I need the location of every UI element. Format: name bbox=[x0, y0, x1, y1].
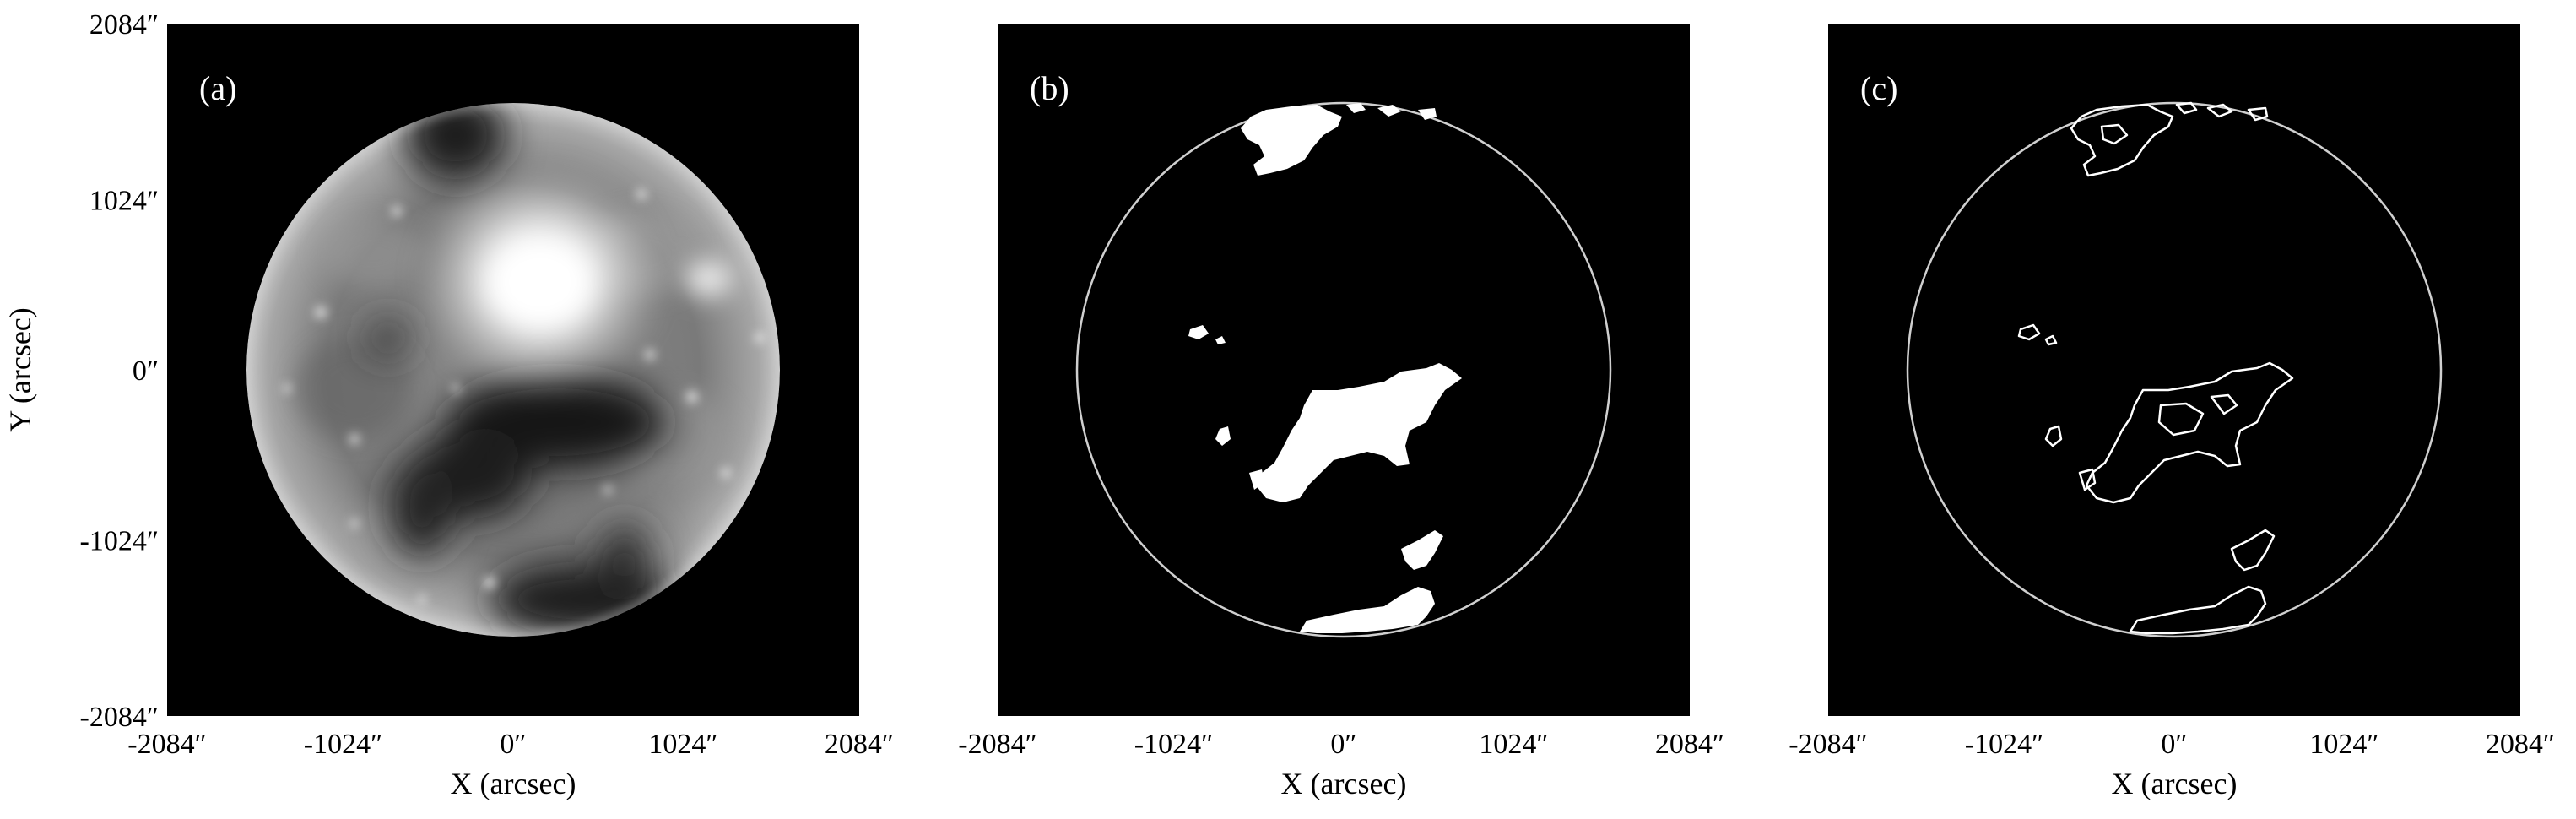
panel-c: (c) bbox=[1828, 24, 2520, 716]
x-tick-label: -1024″ bbox=[1134, 729, 1213, 760]
solar-limb-circle bbox=[1906, 101, 2443, 638]
x-tick-label: -2084″ bbox=[1789, 729, 1867, 760]
x-tick-label: -1024″ bbox=[1965, 729, 2043, 760]
coronal-hole-mask bbox=[1188, 103, 1462, 633]
x-tick-label: -2084″ bbox=[127, 729, 206, 760]
panel-label-a: (a) bbox=[199, 69, 236, 107]
panel-label-c: (c) bbox=[1860, 69, 1897, 107]
x-axis-label: X (arcsec) bbox=[1281, 767, 1407, 800]
coronal-hole-contours bbox=[2017, 101, 2294, 635]
panel-c-frame bbox=[1828, 24, 2520, 716]
x-tick-label: 2084″ bbox=[1655, 729, 1724, 760]
x-tick-label: -2084″ bbox=[958, 729, 1036, 760]
y-tick-label: -1024″ bbox=[80, 525, 159, 556]
x-axis-label: X (arcsec) bbox=[2112, 767, 2238, 800]
y-tick-label: -2084″ bbox=[80, 702, 159, 733]
x-axis-label: X (arcsec) bbox=[451, 767, 576, 800]
solar-limb-circle bbox=[1075, 101, 1612, 638]
y-axis-label: Y (arcsec) bbox=[3, 307, 37, 432]
x-tick-label: 1024″ bbox=[648, 729, 717, 760]
x-tick-label: 0″ bbox=[2161, 729, 2187, 760]
x-tick-label: 1024″ bbox=[1479, 729, 1548, 760]
x-tick-label: 2084″ bbox=[2486, 729, 2555, 760]
x-tick-label: 1024″ bbox=[2309, 729, 2378, 760]
x-tick-label: 2084″ bbox=[825, 729, 894, 760]
x-tick-label: 0″ bbox=[500, 729, 526, 760]
y-tick-label: 0″ bbox=[133, 355, 159, 387]
panel-a: (a) bbox=[167, 24, 859, 716]
panel-label-b: (b) bbox=[1030, 69, 1069, 107]
x-tick-label: -1024″ bbox=[304, 729, 382, 760]
panel-b: (b) bbox=[998, 24, 1690, 716]
x-tick-label: 0″ bbox=[1330, 729, 1356, 760]
y-tick-label: 2084″ bbox=[89, 9, 159, 41]
panel-b-frame bbox=[998, 24, 1690, 716]
axes-layer: -2084″ -1024″ 0″ 1024″ 2084″ X (arcsec) 2084″ 1… bbox=[3, 9, 2555, 800]
y-tick-label: 1024″ bbox=[89, 186, 159, 217]
